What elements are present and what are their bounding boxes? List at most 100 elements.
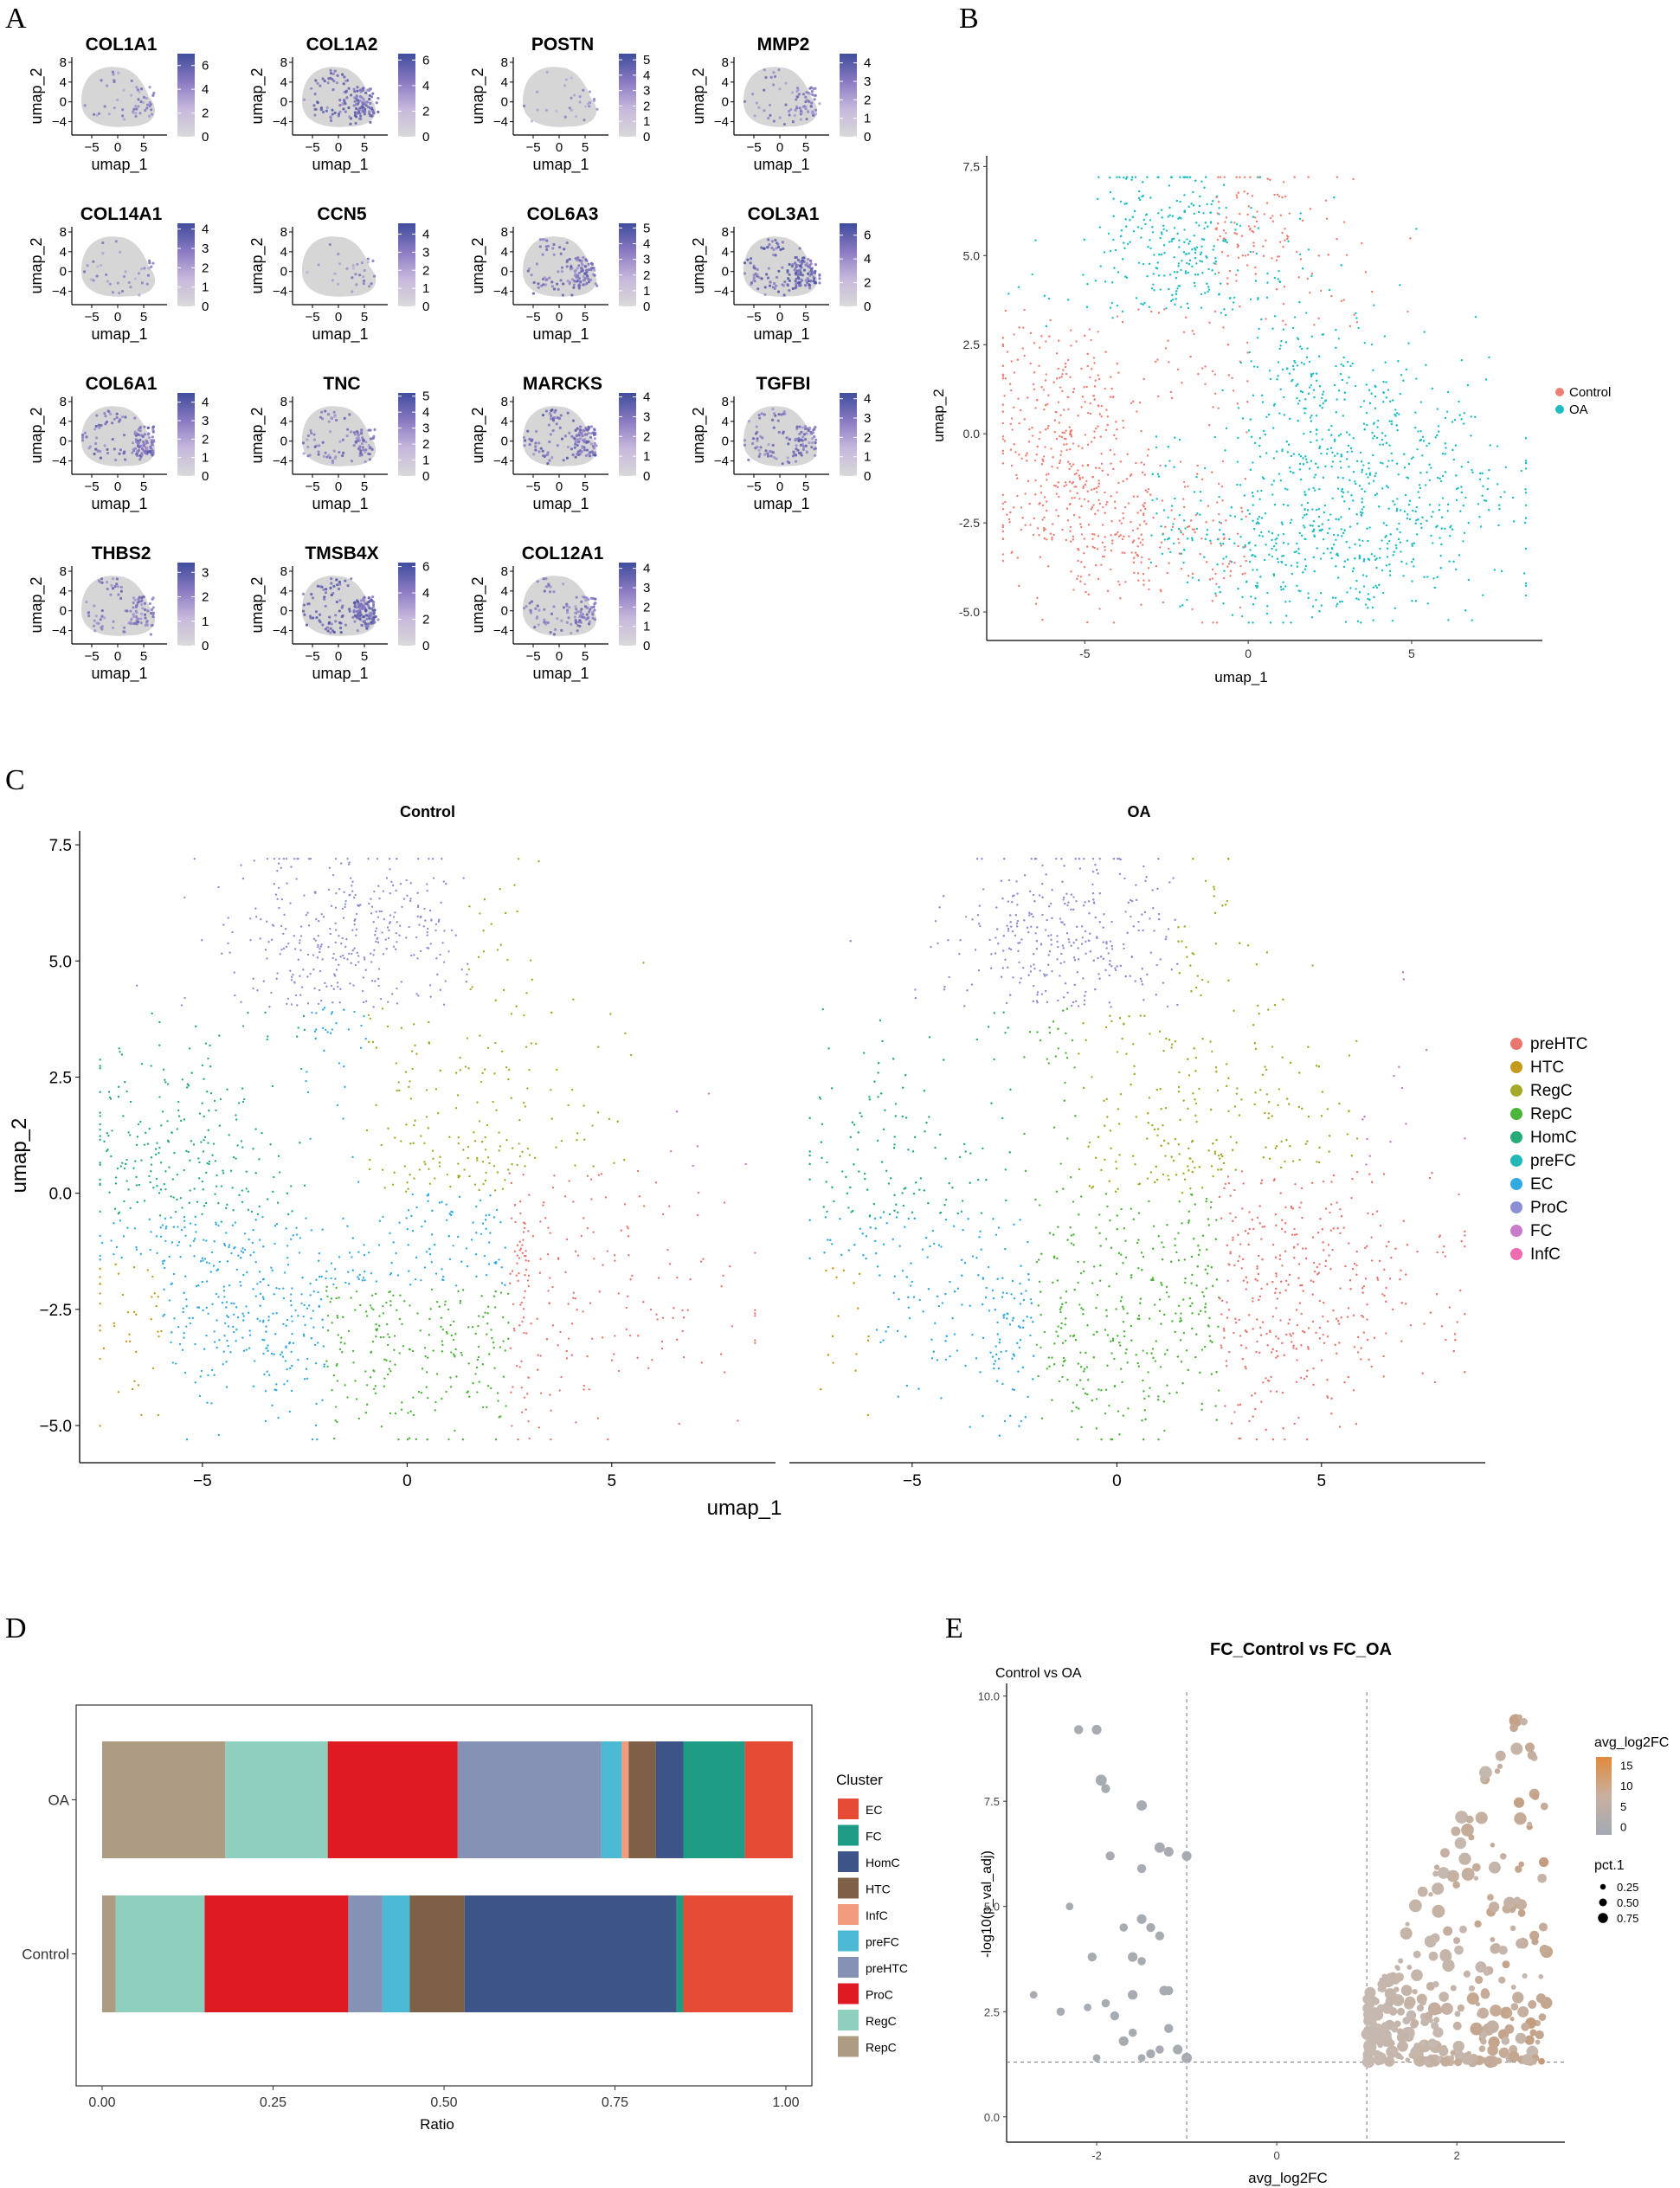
feature-point [567,616,570,620]
feature-point [575,621,578,625]
feature-point [798,425,801,428]
feature-y-tick-label: −4 [52,624,67,639]
feature-point [87,447,91,450]
feature-point [137,433,140,437]
feature-point [130,617,133,621]
feature-point [331,108,334,112]
feature-point [103,105,106,108]
feature-ylabel: umap_2 [28,407,46,463]
feature-point [772,248,776,252]
feature-point [359,613,363,616]
feature-point [578,100,582,104]
feature-point [362,448,365,452]
feature-plot-title: THBS2 [92,544,151,563]
feature-point [364,100,368,104]
feature-point [550,414,553,418]
feature-point [361,436,364,440]
feature-point [799,271,802,274]
feature-point [144,608,147,612]
feature-point [356,89,359,93]
feature-point [360,261,364,265]
feature-point [321,441,325,444]
feature-point [768,284,772,287]
feature-point [782,293,786,297]
feature-y-tick-label: 8 [722,395,729,409]
feature-point [525,605,528,608]
feature-y-tick-label: −4 [52,115,67,130]
feature-point [122,88,126,92]
feature-point [99,456,103,460]
feature-plot-title: COL1A1 [86,35,158,55]
feature-point [576,443,579,447]
feature-point [360,454,364,457]
feature-point [592,605,595,608]
panel-b-y-tick-label: -5.0 [959,605,980,619]
feature-point [743,439,747,442]
feature-point [772,426,776,429]
feature-point [756,273,759,277]
feature-point [132,621,136,626]
feature-point [763,413,766,416]
feature-point [355,429,359,434]
feature-point [148,449,152,454]
feature-point [592,428,596,431]
feature-point [805,432,808,435]
feature-point [570,76,573,80]
feature-point [353,433,357,436]
feature-point [364,441,368,444]
feature-point [768,242,771,247]
feature-point [808,92,811,95]
feature-point [568,257,571,261]
feature-point [333,456,337,460]
feature-point [118,452,121,455]
panel-b-x-tick-label: -5 [1079,647,1091,660]
feature-point [812,434,816,439]
feature-point [579,280,583,284]
feature-point [370,621,374,624]
feature-xlabel: umap_1 [753,325,809,344]
feature-point [763,286,767,289]
feature-point [526,429,530,433]
feature-point [305,623,309,627]
feature-colorbar-label: 4 [422,405,429,420]
feature-point [139,617,143,621]
feature-point [345,434,349,438]
feature-colorbar-label: 2 [202,590,209,605]
feature-point [131,451,134,454]
feature-point [341,454,344,458]
feature-umap-base [302,236,377,297]
feature-point [751,437,756,441]
feature-point [813,428,816,431]
feature-point [344,89,348,93]
feature-point [545,248,549,252]
feature-point [369,446,372,449]
feature-point [801,447,805,451]
feature-point [589,435,593,439]
feature-colorbar [398,563,415,646]
feature-colorbar-label: 5 [643,53,650,68]
feature-point [571,419,576,422]
feature-point [339,626,343,630]
feature-point [132,111,135,114]
feature-point [310,592,313,596]
feature-point [123,630,126,634]
feature-point [151,443,155,447]
feature-x-tick-label: 5 [361,479,368,494]
feature-point [338,110,342,113]
feature-point [358,95,362,99]
panel-label-e: E [945,1612,963,1644]
feature-point [790,91,795,94]
feature-point [528,437,531,441]
panel-b-x-tick-label: 0 [1245,647,1252,660]
feature-point [319,585,322,589]
feature-point [331,279,335,282]
feature-point [818,277,821,280]
feature-point [352,104,356,107]
feature-point [99,580,102,584]
feature-point [100,263,103,267]
feature-point [818,273,821,276]
feature-point [543,618,546,621]
